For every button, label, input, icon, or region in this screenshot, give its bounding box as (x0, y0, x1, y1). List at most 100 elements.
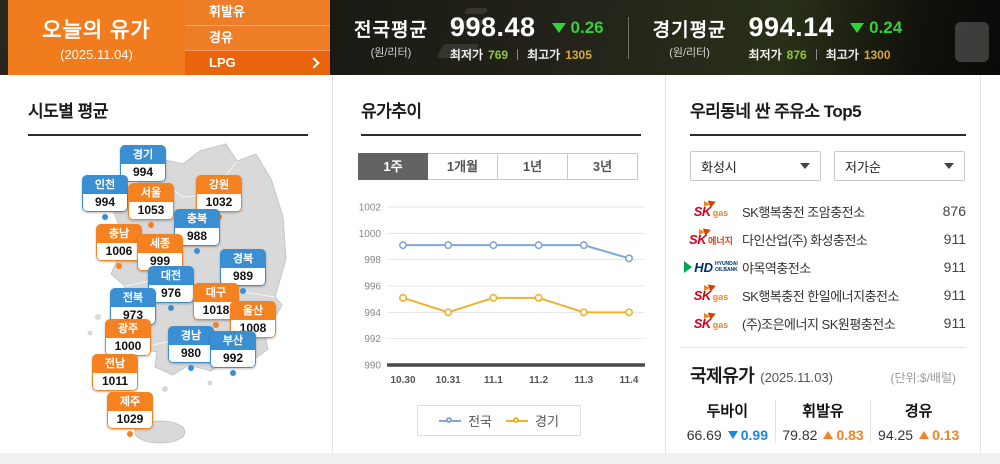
sk-suffix-text: gas (712, 291, 729, 302)
sk-text: SK (689, 231, 707, 247)
trend-tab-1개월[interactable]: 1개월 (428, 153, 498, 180)
hd-oilbank-logo: HD HYUNDAI OILBANK (684, 261, 738, 274)
content-area: 시도별 평균 경기 994 인천 994 서울 1053 강원 1032 충북 988 충남 1006… (0, 75, 1000, 453)
legend-line-icon (439, 416, 462, 425)
region-box: 대구 1018 (193, 283, 239, 320)
region-tag-경기[interactable]: 경기 994 (120, 145, 166, 190)
region-marker-dot (102, 214, 108, 220)
region-box: 제주 1029 (107, 392, 153, 429)
svg-text:992: 992 (364, 334, 381, 345)
region-price: 1011 (92, 373, 138, 391)
international-oil-section: 국제유가 (2025.11.03) (단위:$/배럴) 두바이 66.69 0.99… (680, 347, 966, 443)
sk-gas-logo: SK gas (694, 284, 729, 302)
region-marker-dot (194, 248, 200, 254)
top-banner: 오늘의 유가 (2025.11.04) 휘발유 경유 LPG 전국평균 (원/리터)… (0, 0, 1000, 75)
intl-item-change: 0.99 (727, 427, 768, 443)
gyeonggi-minmax: 최저가 876 최고가 1300 (749, 46, 903, 63)
chart-legend: 전국 경기 (333, 405, 665, 436)
footer-strip (0, 453, 1000, 464)
region-name: 세종 (137, 234, 183, 253)
region-tag-경남[interactable]: 경남 980 (168, 326, 214, 371)
legend-box: 전국 경기 (417, 405, 581, 436)
sk-text: SK (693, 203, 712, 219)
title-underline (28, 134, 308, 136)
region-name: 경북 (220, 249, 266, 268)
photo-object (955, 22, 989, 62)
station-brand: SK gas (680, 312, 742, 330)
fuel-menu-item-휘발유[interactable]: 휘발유 (209, 4, 245, 19)
region-name: 대전 (148, 266, 194, 285)
high-label: 최고가 (527, 48, 561, 62)
region-tag-전남[interactable]: 전남 1011 (92, 354, 138, 399)
station-price: 911 (943, 259, 966, 275)
region-box: 경기 994 (120, 145, 166, 182)
station-filters: 화성시 저가순 (690, 151, 978, 181)
fuel-menu-item-경유[interactable]: 경유 (185, 25, 330, 50)
station-name: 다인산업(주) 화성충전소 (742, 232, 868, 248)
region-marker-dot (213, 322, 219, 328)
trend-tab-3년[interactable]: 3년 (568, 153, 638, 180)
intl-item-values: 66.69 0.99 (680, 427, 775, 443)
region-marker-dot (116, 263, 122, 269)
region-name: 전북 (110, 288, 156, 307)
divider (517, 49, 519, 60)
region-price: 1006 (96, 243, 142, 261)
down-arrow-icon (727, 431, 738, 439)
sk-suffix-text: gas (712, 319, 729, 330)
region-tag-대구[interactable]: 대구 1018 (193, 283, 239, 328)
trend-chart-svg: 990 992 994 996 998 1000 1002 10.30 10.31 11.1 11.… (359, 203, 645, 386)
region-tag-충남[interactable]: 충남 1006 (96, 224, 142, 269)
sk-gas-logo: SK gas (694, 312, 729, 330)
region-tag-경북[interactable]: 경북 989 (220, 249, 266, 294)
sk-energy-logo: SK 에너지 (689, 228, 733, 247)
station-row[interactable]: SK gas SK행복충전 조암충전소 876 (680, 197, 970, 225)
svg-text:1000: 1000 (359, 229, 382, 240)
region-price: 1032 (196, 194, 242, 212)
chevron-right-icon (308, 57, 320, 69)
region-price: 988 (174, 228, 220, 246)
region-price: 994 (120, 164, 166, 182)
region-box: 전남 1011 (92, 354, 138, 391)
fuel-menu-item-LPG[interactable]: LPG (185, 50, 330, 75)
region-marker-dot (127, 431, 133, 437)
region-box: 충북 988 (174, 209, 220, 246)
trend-tab-1주[interactable]: 1주 (358, 153, 428, 180)
intl-item-name: 휘발유 (802, 403, 844, 420)
sort-select[interactable]: 저가순 (834, 151, 965, 181)
high-value: 1300 (863, 47, 891, 62)
region-tag-충북[interactable]: 충북 988 (174, 209, 220, 254)
svg-text:10.30: 10.30 (390, 375, 415, 386)
region-name: 서울 (128, 183, 174, 202)
trend-period-tabs: 1주 1개월 1년 3년 (358, 153, 638, 180)
low-label: 최저가 (748, 48, 782, 62)
svg-text:11.4: 11.4 (620, 375, 639, 386)
station-row[interactable]: SK 에너지 다인산업(주) 화성충전소 911 (680, 225, 970, 253)
regional-panel-title: 시도별 평균 (28, 102, 108, 121)
trend-tab-1년[interactable]: 1년 (498, 153, 568, 180)
sk-suffix-text: 에너지 (708, 235, 733, 246)
region-price: 1053 (128, 202, 174, 220)
region-name: 제주 (107, 392, 153, 411)
gyeonggi-average-label: 경기평균 (652, 20, 727, 41)
district-select[interactable]: 화성시 (690, 151, 821, 181)
region-tag-부산[interactable]: 부산 992 (210, 331, 256, 376)
hd-subtext: HYUNDAI OILBANK (715, 261, 738, 273)
region-name: 전남 (92, 354, 138, 373)
region-marker-dot (188, 365, 194, 371)
region-box: 광주 1000 (105, 319, 151, 356)
national-average-change: 0.26 (551, 18, 604, 38)
low-value: 876 (786, 47, 807, 62)
intl-item-name: 두바이 (706, 403, 749, 420)
trend-chart: 990 992 994 996 998 1000 1002 10.30 10.31 11.1 11.… (349, 197, 655, 399)
region-tag-강원[interactable]: 강원 1032 (196, 175, 242, 220)
region-tag-울산[interactable]: 울산 1008 (230, 301, 276, 346)
region-tag-서울[interactable]: 서울 1053 (128, 183, 174, 228)
region-tag-제주[interactable]: 제주 1029 (107, 392, 153, 437)
station-row[interactable]: SK gas (주)조은에너지 SK원평충전소 911 (680, 309, 970, 337)
region-price: 980 (168, 345, 214, 363)
region-tag-인천[interactable]: 인천 994 (82, 175, 128, 220)
region-tag-대전[interactable]: 대전 976 (148, 266, 194, 311)
station-row[interactable]: HD HYUNDAI OILBANK 야목역충전소 911 (680, 253, 970, 281)
station-row[interactable]: SK gas SK행복충전 한일에너지충전소 911 (680, 281, 970, 309)
